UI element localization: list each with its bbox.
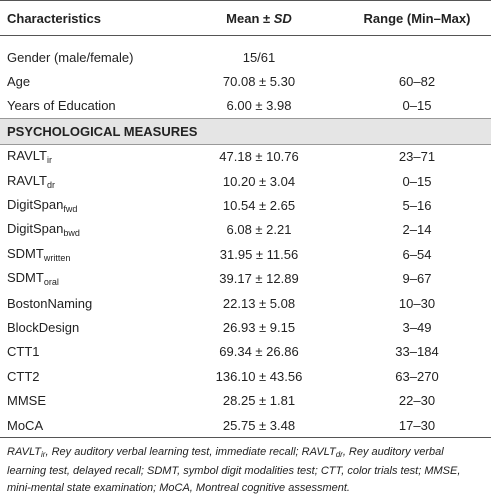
table-row: BlockDesign 26.93 ± 9.15 3–49 [0, 315, 491, 339]
header-cell: Characteristics [0, 0, 175, 36]
section-label: PSYCHOLOGICAL MEASURES [0, 118, 491, 145]
mean-sd: 47.18 ± 10.76 [219, 149, 299, 165]
footnote-text: , Rey auditory verbal learning test, imm… [45, 446, 336, 459]
label-text: CTT2 [7, 368, 40, 384]
header-text: Mean ± [226, 10, 274, 26]
footnote: RAVLTir, Rey auditory verbal learning te… [0, 438, 491, 497]
label-text: Gender (male/female) [7, 49, 134, 65]
table-row: DigitSpanbwd 6.08 ± 2.21 2–14 [0, 218, 491, 242]
table-row: MMSE 28.25 ± 1.81 22–30 [0, 388, 491, 412]
label-text: CTT1 [7, 344, 40, 360]
footnote-subscript: ir [41, 450, 46, 460]
label-text: BlockDesign [7, 319, 80, 335]
row-label: MMSE [0, 388, 175, 412]
mean-sd: 39.17 ± 12.89 [219, 271, 299, 287]
label-text: Years of Education [7, 98, 116, 114]
row-label: Gender (male/female) [0, 36, 175, 70]
row-label: RAVLTdr [0, 169, 175, 193]
label-subscript: written [43, 252, 71, 263]
range: 33–184 [395, 344, 439, 360]
mean-sd: 22.13 ± 5.08 [222, 295, 296, 311]
mean-sd: 26.93 ± 9.15 [222, 319, 296, 335]
mean-sd: 10.54 ± 2.65 [222, 198, 296, 214]
footnote-subscript: dr [335, 450, 343, 460]
range: 60–82 [398, 74, 436, 90]
table-row: CTT2 136.10 ± 43.56 63–270 [0, 364, 491, 388]
range: 23–71 [398, 149, 436, 165]
label-text: SDMT [7, 270, 44, 286]
table-row: Gender (male/female) 15/61 [0, 36, 491, 70]
range: 0–15 [402, 98, 432, 114]
row-label: BlockDesign [0, 315, 175, 339]
row-label: MoCA [0, 412, 175, 439]
row-label: SDMToral [0, 267, 175, 291]
mean-sd: 6.08 ± 2.21 [226, 222, 292, 238]
header-row: Characteristics Mean ± SD Range (Min–Max) [0, 0, 491, 36]
range: 5–16 [402, 198, 432, 214]
table-row: BostonNaming 22.13 ± 5.08 10–30 [0, 291, 491, 315]
table-row: Age 70.08 ± 5.30 60–82 [0, 69, 491, 93]
range [343, 36, 491, 70]
mean-sd: 15/61 [242, 49, 276, 65]
label-text: DigitSpan [7, 221, 64, 237]
table-row: RAVLTir 47.18 ± 10.76 23–71 [0, 144, 491, 169]
label-text: Age [7, 74, 31, 90]
label-text: MMSE [7, 393, 46, 409]
mean-sd: 25.75 ± 3.48 [175, 412, 343, 439]
table-row: MoCA 25.75 ± 3.48 17–30 [0, 412, 491, 439]
row-label: DigitSpanfwd [0, 193, 175, 217]
mean-sd: 70.08 ± 5.30 [222, 74, 296, 90]
mean-sd: 136.10 ± 43.56 [215, 368, 303, 384]
range: 3–49 [402, 319, 432, 335]
header-cell: Range (Min–Max) [343, 0, 491, 36]
row-label: Years of Education [0, 94, 175, 119]
range: 6–54 [402, 246, 432, 262]
label-subscript: ir [46, 155, 52, 166]
range: 63–270 [395, 368, 439, 384]
row-label: CTT1 [0, 340, 175, 364]
mean-sd: 31.95 ± 11.56 [219, 246, 299, 262]
mean-sd: 69.34 ± 26.86 [219, 344, 299, 360]
range: 10–30 [398, 295, 436, 311]
mean-sd: 10.20 ± 3.04 [222, 173, 296, 189]
mean-sd: 28.25 ± 1.81 [222, 393, 296, 409]
label-text: BostonNaming [7, 295, 93, 311]
range: 2–14 [402, 222, 432, 238]
footnote-text: RAVLT [7, 446, 42, 459]
table-row: RAVLTdr 10.20 ± 3.04 0–15 [0, 169, 491, 193]
table-row: SDMTwritten 31.95 ± 11.56 6–54 [0, 242, 491, 266]
label-text: DigitSpan [7, 197, 64, 213]
mean-sd: 6.00 ± 3.98 [226, 98, 292, 114]
table-row: CTT1 69.34 ± 26.86 33–184 [0, 340, 491, 364]
label-text: SDMT [7, 245, 44, 261]
range: 17–30 [343, 412, 491, 439]
label-text: RAVLT [7, 148, 47, 164]
label-text: RAVLT [7, 172, 47, 188]
label-text: MoCA [7, 417, 44, 433]
row-label: Age [0, 69, 175, 93]
label-subscript: fwd [63, 204, 78, 215]
table-row: DigitSpanfwd 10.54 ± 2.65 5–16 [0, 193, 491, 217]
table-row: Years of Education 6.00 ± 3.98 0–15 [0, 94, 491, 119]
row-label: SDMTwritten [0, 242, 175, 266]
label-subscript: bwd [63, 228, 80, 239]
row-label: RAVLTir [0, 144, 175, 169]
table-row: SDMToral 39.17 ± 12.89 9–67 [0, 267, 491, 291]
row-label: BostonNaming [0, 291, 175, 315]
table-row: PSYCHOLOGICAL MEASURES [0, 118, 491, 145]
header-cell: Mean ± SD [175, 0, 343, 36]
range: 9–67 [402, 271, 432, 287]
row-label: CTT2 [0, 364, 175, 388]
label-subscript: dr [46, 179, 55, 190]
data-table: Characteristics Mean ± SD Range (Min–Max) … [0, 0, 491, 439]
range: 22–30 [398, 393, 436, 409]
label-subscript: oral [43, 277, 59, 288]
header-italic: SD [273, 10, 292, 26]
range: 0–15 [402, 173, 432, 189]
row-label: DigitSpanbwd [0, 218, 175, 242]
